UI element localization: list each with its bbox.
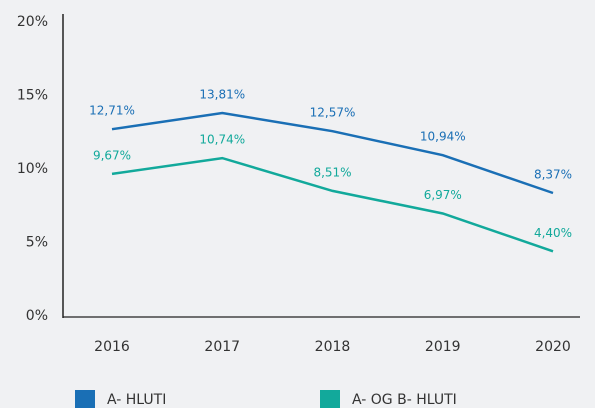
value-label: 10,94% — [420, 130, 466, 144]
value-label: 4,40% — [534, 226, 572, 240]
x-tick-label: 2017 — [204, 339, 240, 355]
x-tick-label: 2016 — [94, 339, 130, 355]
value-label: 12,71% — [89, 104, 135, 118]
line — [111, 111, 554, 195]
value-label: 8,51% — [313, 165, 351, 179]
y-tick-label: 10% — [17, 161, 48, 177]
y-tick-label: 15% — [17, 88, 48, 104]
x-tick-label: 2020 — [535, 339, 571, 355]
y-tick-label: 0% — [26, 308, 48, 324]
legend-label: A- HLUTI — [107, 392, 166, 408]
value-label: 12,57% — [310, 106, 356, 120]
legend-swatch — [75, 390, 95, 408]
value-label: 6,97% — [424, 188, 462, 202]
value-label: 10,74% — [199, 133, 245, 147]
legend-label: A- OG B- HLUTI — [352, 392, 457, 408]
y-tick-label: 5% — [26, 235, 48, 251]
line — [111, 156, 554, 253]
legend-swatch — [320, 390, 340, 408]
value-label: 8,37% — [534, 167, 572, 181]
value-label: 13,81% — [199, 87, 245, 101]
x-tick-label: 2019 — [425, 339, 461, 355]
x-tick-label: 2018 — [315, 339, 351, 355]
value-label: 9,67% — [93, 148, 131, 162]
y-tick-label: 20% — [17, 14, 48, 30]
